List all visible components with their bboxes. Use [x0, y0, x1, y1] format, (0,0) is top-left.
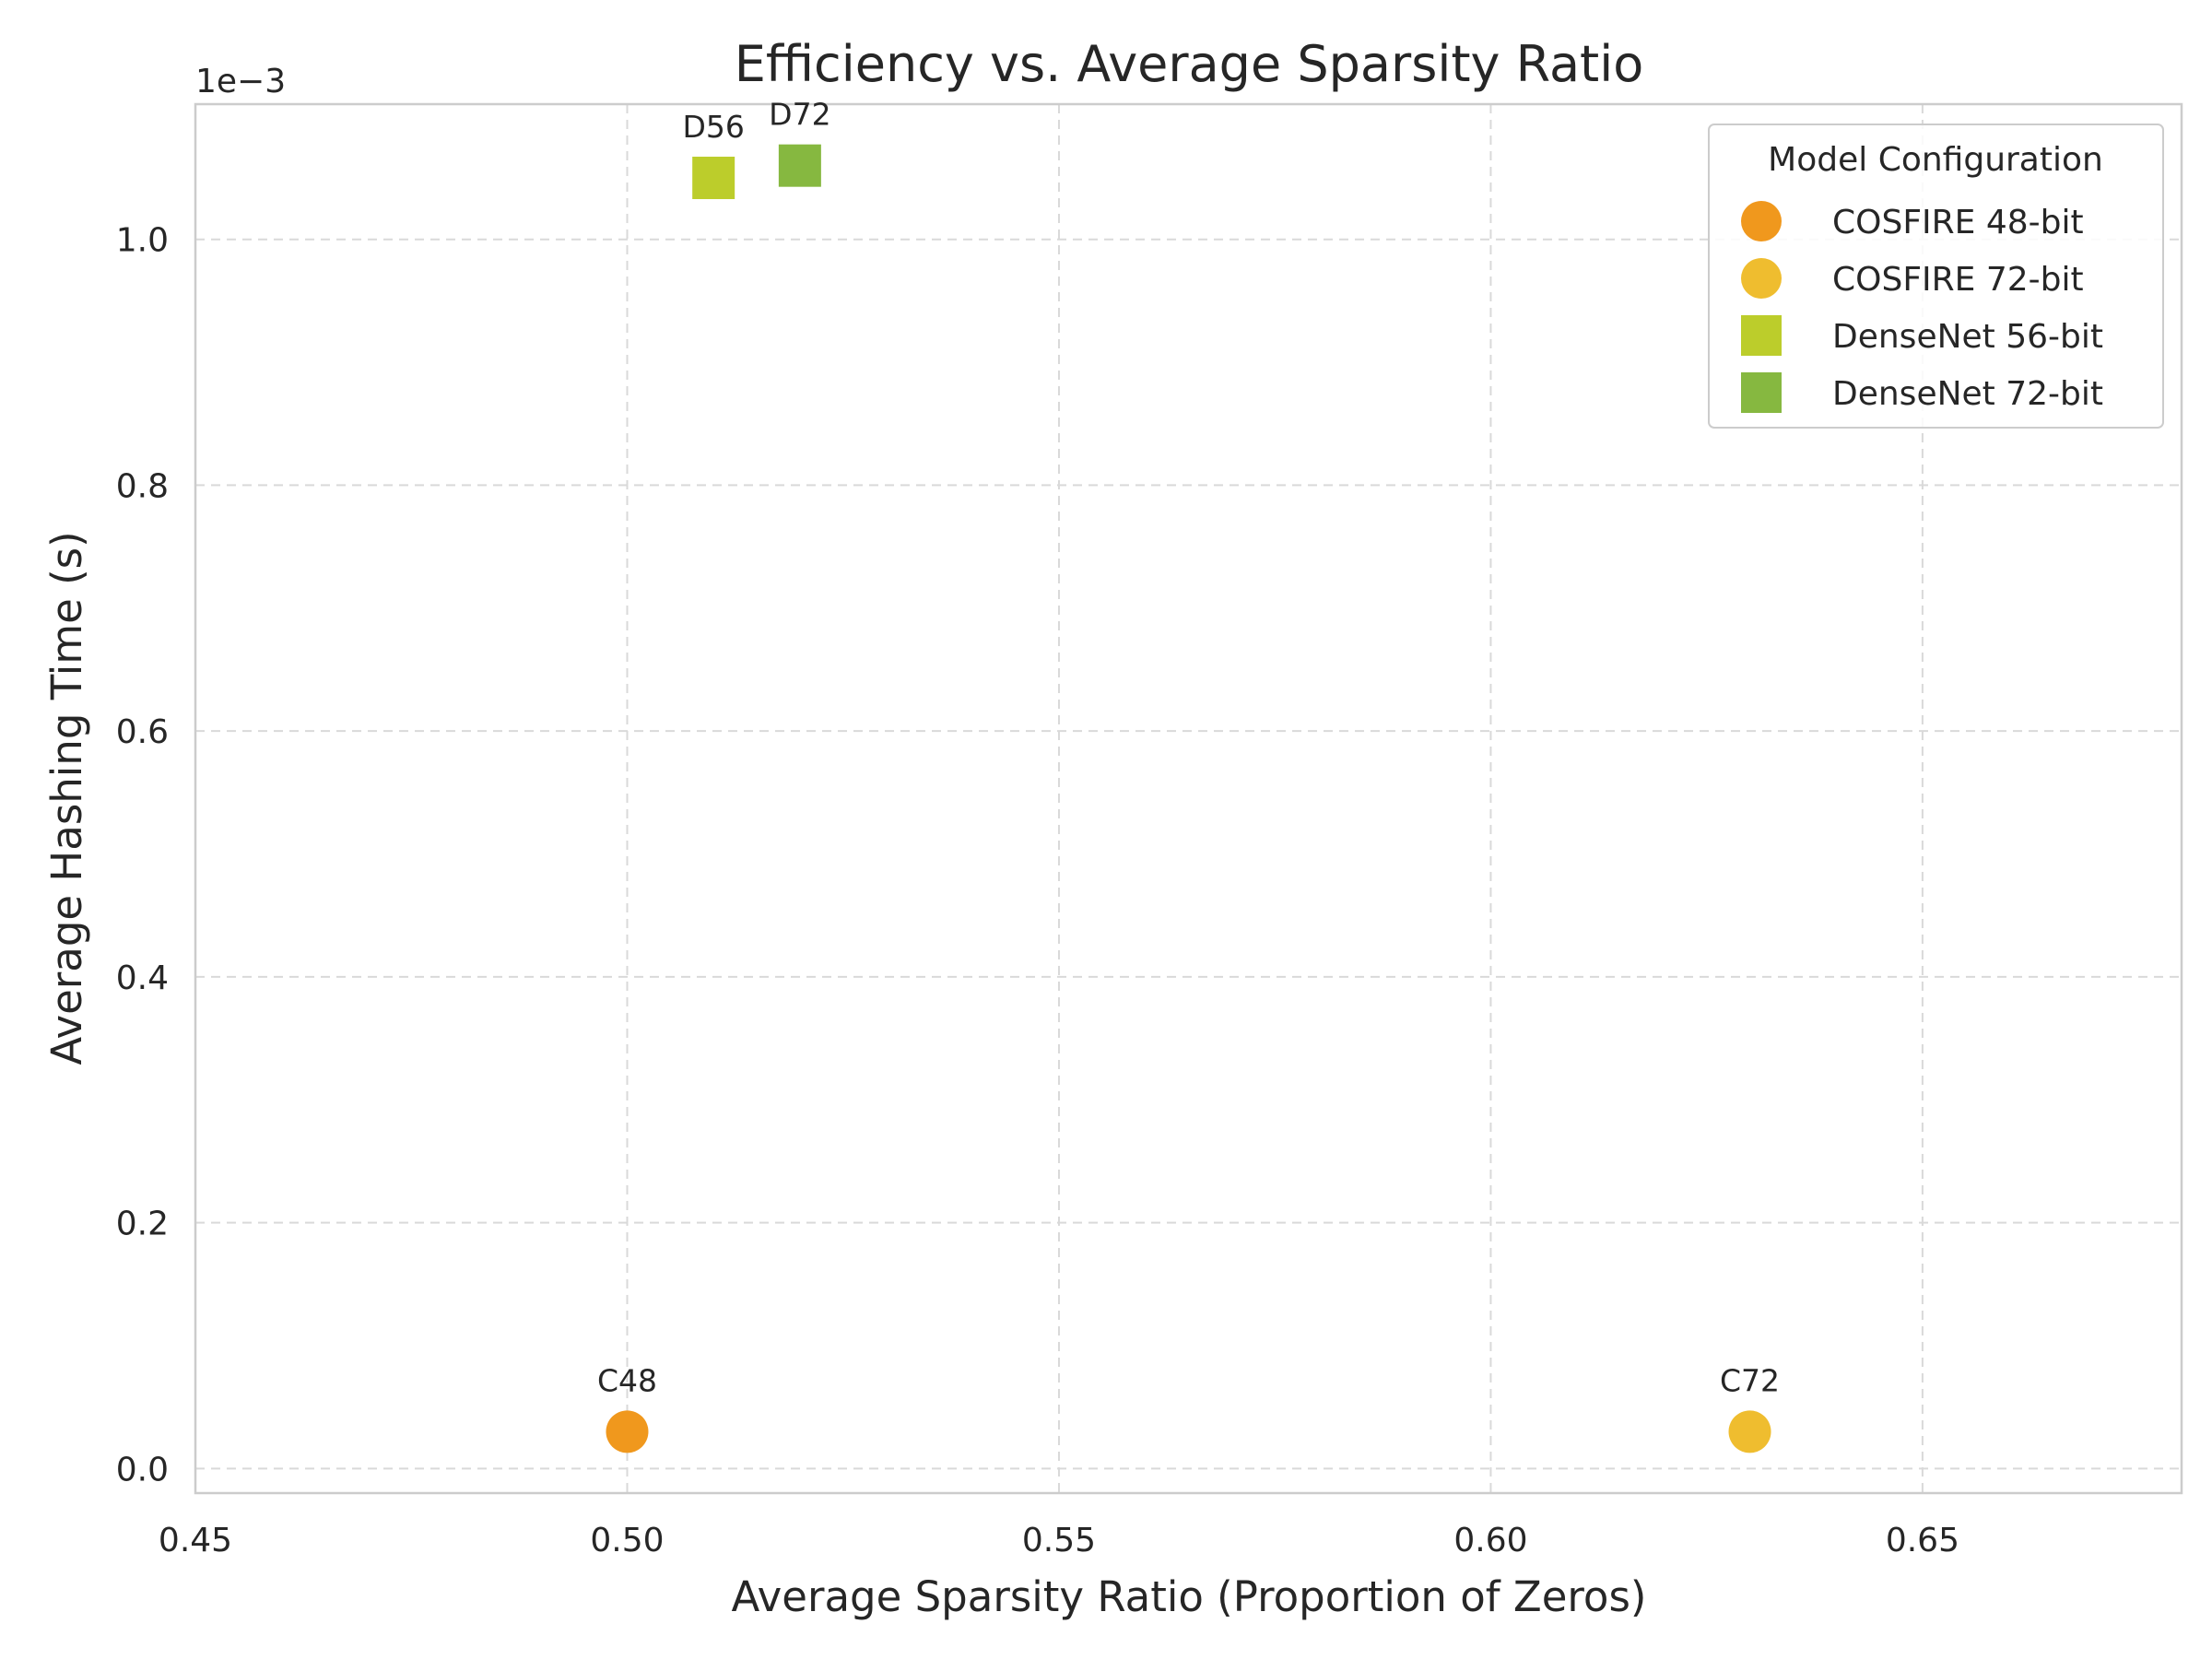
data-point — [692, 157, 735, 200]
x-tick-label: 0.65 — [1886, 1522, 1959, 1559]
x-tick-label: 0.60 — [1453, 1522, 1527, 1559]
data-point — [1728, 1410, 1771, 1453]
legend-marker — [1741, 372, 1782, 413]
data-point-label: C48 — [597, 1362, 657, 1398]
x-axis-label: Average Sparsity Ratio (Proportion of Ze… — [732, 1572, 1647, 1621]
plot-frame — [194, 102, 2183, 1495]
chart-title: Efficiency vs. Average Sparsity Ratio — [735, 35, 1644, 93]
legend-entry-label: COSFIRE 48-bit — [1832, 204, 2084, 241]
y-tick-label: 0.4 — [116, 959, 169, 997]
x-tick-label: 0.45 — [159, 1522, 232, 1559]
data-point — [778, 144, 821, 187]
y-axis-label: Average Hashing Time (s) — [42, 531, 91, 1065]
legend-marker — [1741, 258, 1782, 299]
legend-entry-label: DenseNet 72-bit — [1832, 375, 2103, 413]
y-tick-label: 0.6 — [116, 713, 169, 751]
data-point-label: C72 — [1720, 1362, 1780, 1398]
legend-entry-label: DenseNet 56-bit — [1832, 318, 2103, 356]
legend-entries: COSFIRE 48-bit COSFIRE 72-bit DenseNet 56-… — [1741, 201, 2103, 413]
y-tick-label: 0.8 — [116, 467, 169, 505]
data-point-label: D56 — [682, 109, 744, 145]
legend-marker — [1741, 315, 1782, 356]
data-point — [606, 1410, 649, 1453]
legend-box — [1708, 124, 2164, 429]
y-tick-label: 1.0 — [116, 222, 169, 260]
data-points: C48 C72 D56 D72 — [597, 97, 1780, 1453]
data-point-label: D72 — [769, 97, 830, 133]
legend-title: Model Configuration — [1768, 141, 2103, 179]
y-axis-offset-label: 1e−3 — [195, 63, 286, 100]
x-tick-label: 0.50 — [590, 1522, 664, 1559]
x-tick-label: 0.55 — [1022, 1522, 1096, 1559]
y-tick-label: 0.2 — [116, 1206, 169, 1243]
y-tick-label: 0.0 — [116, 1451, 169, 1488]
legend-entry-label: COSFIRE 72-bit — [1832, 261, 2084, 299]
legend-marker — [1741, 201, 1782, 241]
axis-ticks: 0.45 0.50 0.55 0.60 0.65 0.0 0.2 0.4 0.6 0.8 1.0 — [116, 222, 1959, 1559]
legend: Model Configuration COSFIRE 48-bitCOSFIR… — [1708, 124, 2164, 429]
